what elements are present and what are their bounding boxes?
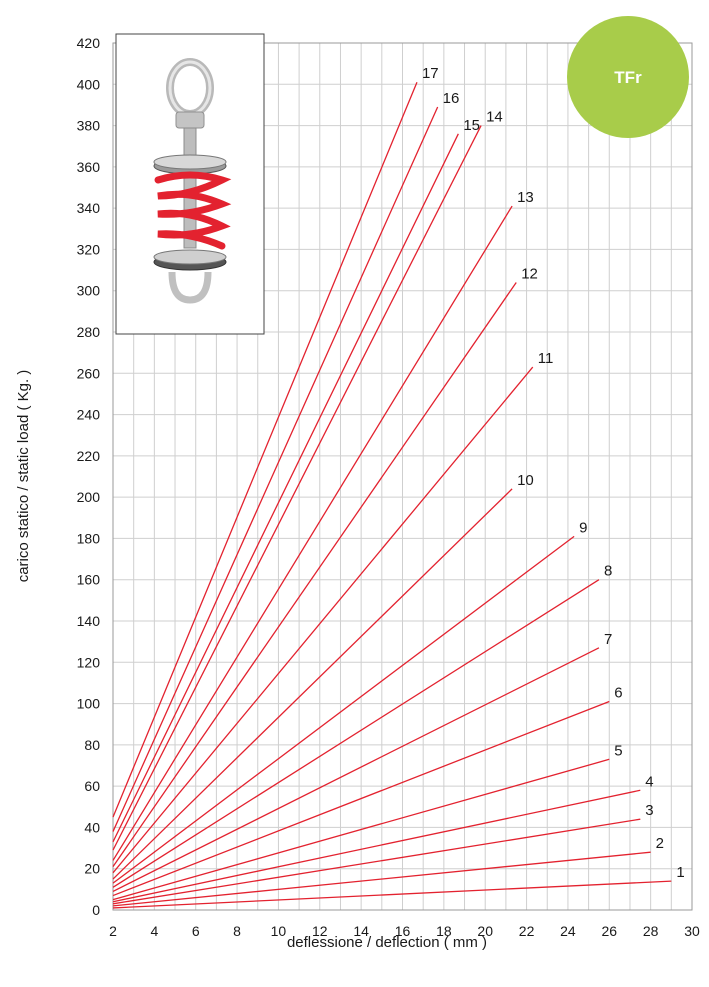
y-tick-label: 80: [84, 737, 100, 753]
product-photo: [115, 33, 265, 335]
series-lines: [112, 81, 672, 909]
x-axis-ticks: 2 4 6 8 10 12 14 16 18 20 22 24 26 28 30: [109, 923, 700, 939]
x-tick-label: 8: [233, 923, 241, 939]
y-tick-label: 400: [77, 76, 101, 92]
x-tick-label: 30: [684, 923, 700, 939]
y-tick-label: 320: [77, 241, 101, 257]
series-line-10: [112, 488, 513, 880]
y-tick-label: 380: [77, 118, 101, 134]
x-axis-title: deflessione / deflection ( mm ): [287, 934, 487, 951]
series-label-1: 1: [676, 864, 684, 881]
x-tick-label: 18: [436, 923, 452, 939]
series-line-16: [112, 106, 439, 832]
series-line-2: [112, 851, 651, 907]
series-line-12: [112, 282, 517, 868]
plot-frame: [112, 42, 693, 911]
series-label-2: 2: [656, 835, 664, 852]
y-axis-ticks: 0 20 40 60 80 100 120 140 160 180 200 220 240 260 280 3…: [77, 35, 101, 918]
series-label-11: 11: [538, 350, 554, 367]
series-line-1: [112, 880, 672, 909]
y-tick-label: 240: [77, 407, 101, 423]
y-tick-label: 360: [77, 159, 101, 175]
series-label-12: 12: [521, 265, 538, 282]
badge-label: TFr: [614, 68, 642, 87]
series-line-9: [112, 535, 575, 884]
y-tick-label: 60: [84, 778, 100, 794]
series-line-15: [112, 133, 459, 843]
y-tick-label: 260: [77, 365, 101, 381]
series-label-14: 14: [486, 109, 503, 126]
series-label-10: 10: [517, 472, 534, 489]
y-tick-label: 0: [92, 902, 100, 918]
x-tick-label: 24: [560, 923, 576, 939]
x-tick-label: 28: [643, 923, 659, 939]
series-label-8: 8: [604, 563, 612, 580]
product-badge: TFr: [567, 16, 689, 138]
series-line-7: [112, 647, 600, 893]
series-line-14: [112, 125, 482, 851]
x-tick-label: 20: [477, 923, 493, 939]
series-label-13: 13: [517, 189, 534, 206]
series-line-4: [112, 789, 641, 903]
y-tick-label: 40: [84, 819, 100, 835]
series-line-3: [112, 818, 641, 905]
x-tick-label: 14: [353, 923, 369, 939]
y-tick-label: 180: [77, 530, 101, 546]
series-line-17: [112, 81, 418, 818]
x-tick-label: 2: [109, 923, 117, 939]
series-label-4: 4: [645, 773, 653, 790]
x-tick-label: 12: [312, 923, 328, 939]
x-tick-label: 6: [192, 923, 200, 939]
series-label-5: 5: [614, 742, 622, 759]
series-label-7: 7: [604, 631, 612, 648]
series-label-3: 3: [645, 802, 653, 819]
series-line-6: [112, 700, 610, 897]
y-tick-label: 140: [77, 613, 101, 629]
y-tick-label: 200: [77, 489, 101, 505]
x-tick-label: 26: [601, 923, 617, 939]
y-tick-label: 160: [77, 572, 101, 588]
x-tick-label: 4: [150, 923, 158, 939]
series-label-6: 6: [614, 685, 622, 702]
y-tick-label: 300: [77, 283, 101, 299]
y-tick-label: 220: [77, 448, 101, 464]
y-tick-label: 20: [84, 861, 100, 877]
series-label-9: 9: [579, 519, 587, 536]
y-tick-label: 100: [77, 696, 101, 712]
x-tick-label: 22: [519, 923, 535, 939]
y-tick-label: 280: [77, 324, 101, 340]
series-line-13: [112, 205, 513, 861]
series-label-15: 15: [463, 117, 480, 134]
y-axis-title: carico statico / static load ( Kg. ): [15, 370, 32, 583]
series-label-16: 16: [443, 90, 460, 107]
x-tick-label: 10: [271, 923, 287, 939]
spring-hanger-icon: [153, 58, 232, 304]
y-tick-label: 340: [77, 200, 101, 216]
series-label-17: 17: [422, 65, 439, 82]
y-tick-label: 120: [77, 654, 101, 670]
series-line-5: [112, 758, 610, 901]
series-line-11: [112, 366, 534, 874]
x-tick-label: 16: [395, 923, 411, 939]
y-tick-label: 420: [77, 35, 101, 51]
series-line-8: [112, 579, 600, 888]
